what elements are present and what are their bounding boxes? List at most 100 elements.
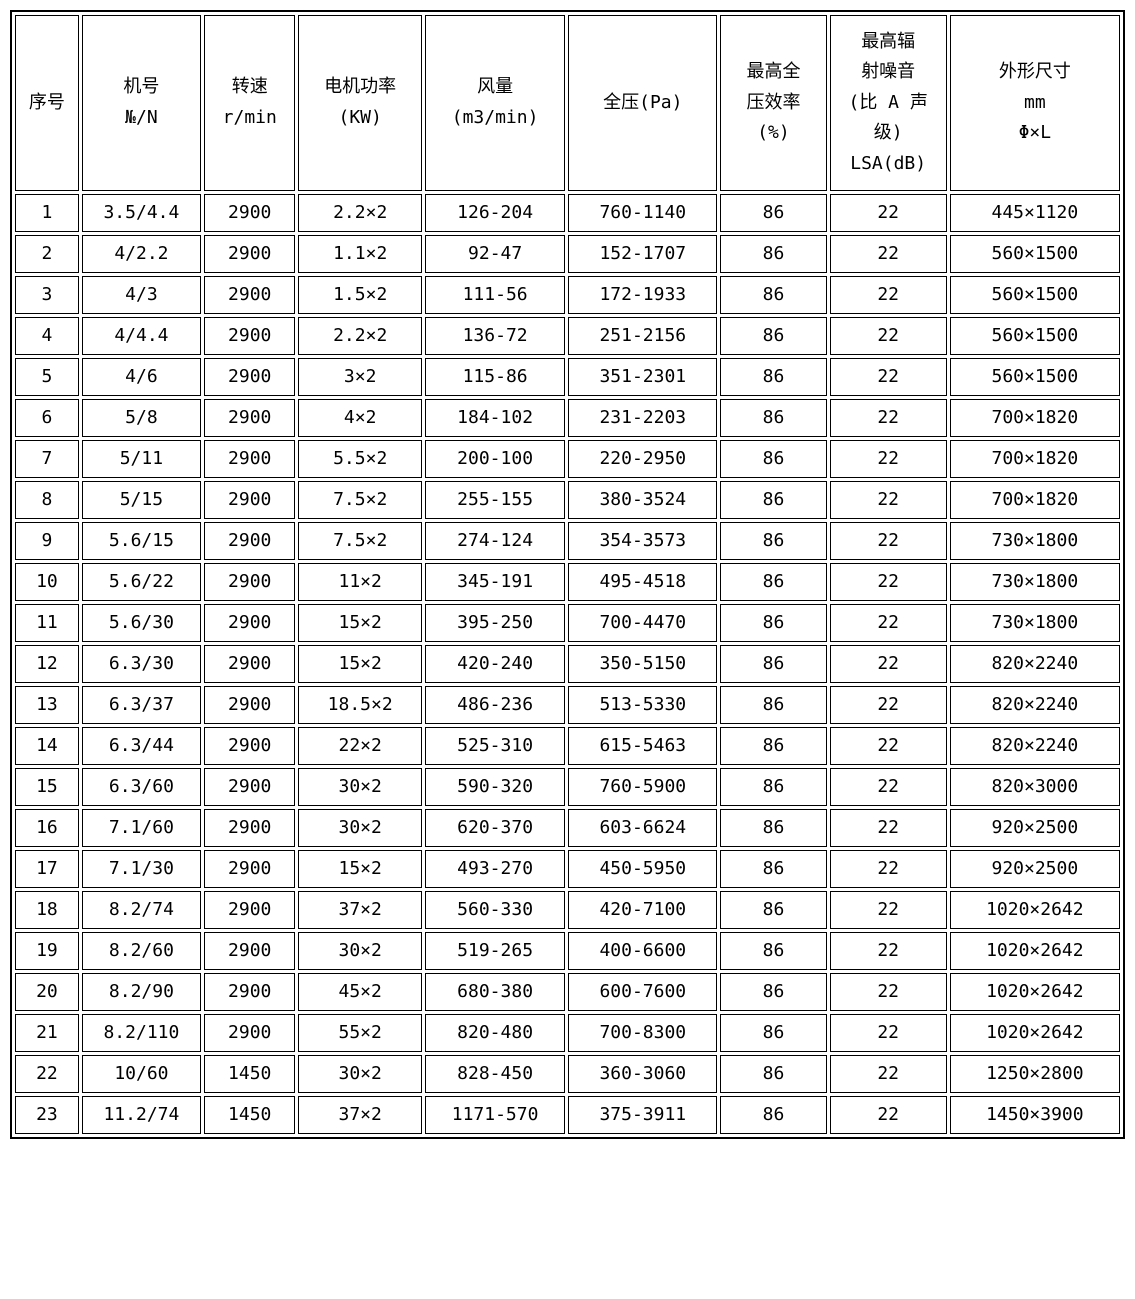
cell-speed: 1450 xyxy=(204,1096,296,1134)
cell-efficiency: 86 xyxy=(720,317,826,355)
cell-airflow: 590-320 xyxy=(425,768,565,806)
cell-efficiency: 86 xyxy=(720,563,826,601)
cell-efficiency: 86 xyxy=(720,727,826,765)
cell-speed: 2900 xyxy=(204,358,296,396)
cell-efficiency: 86 xyxy=(720,235,826,273)
cell-airflow: 274-124 xyxy=(425,522,565,560)
cell-pressure: 172-1933 xyxy=(568,276,717,314)
cell-model: 5.6/15 xyxy=(82,522,201,560)
cell-dimensions: 445×1120 xyxy=(950,194,1120,232)
cell-efficiency: 86 xyxy=(720,850,826,888)
col-header-dimensions: 外形尺寸mmΦ×L xyxy=(950,15,1120,191)
cell-power: 7.5×2 xyxy=(298,481,421,519)
cell-pressure: 350-5150 xyxy=(568,645,717,683)
cell-index: 20 xyxy=(15,973,79,1011)
cell-index: 22 xyxy=(15,1055,79,1093)
cell-power: 4×2 xyxy=(298,399,421,437)
cell-power: 37×2 xyxy=(298,891,421,929)
cell-dimensions: 1020×2642 xyxy=(950,891,1120,929)
table-row: 126.3/30290015×2420-240350-51508622820×2… xyxy=(15,645,1120,683)
cell-index: 11 xyxy=(15,604,79,642)
cell-dimensions: 820×2240 xyxy=(950,645,1120,683)
cell-model: 7.1/60 xyxy=(82,809,201,847)
cell-speed: 2900 xyxy=(204,440,296,478)
cell-pressure: 420-7100 xyxy=(568,891,717,929)
cell-index: 5 xyxy=(15,358,79,396)
table-row: 95.6/1529007.5×2274-124354-35738622730×1… xyxy=(15,522,1120,560)
cell-dimensions: 730×1800 xyxy=(950,522,1120,560)
col-header-model: 机号№/N xyxy=(82,15,201,191)
cell-noise: 22 xyxy=(830,686,947,724)
cell-noise: 22 xyxy=(830,1014,947,1052)
cell-pressure: 603-6624 xyxy=(568,809,717,847)
cell-index: 21 xyxy=(15,1014,79,1052)
cell-noise: 22 xyxy=(830,932,947,970)
col-header-power: 电机功率(KW) xyxy=(298,15,421,191)
table-row: 65/829004×2184-102231-22038622700×1820 xyxy=(15,399,1120,437)
cell-efficiency: 86 xyxy=(720,440,826,478)
cell-dimensions: 920×2500 xyxy=(950,850,1120,888)
cell-power: 30×2 xyxy=(298,809,421,847)
cell-speed: 2900 xyxy=(204,276,296,314)
cell-power: 45×2 xyxy=(298,973,421,1011)
cell-pressure: 251-2156 xyxy=(568,317,717,355)
table-row: 75/1129005.5×2200-100220-29508622700×182… xyxy=(15,440,1120,478)
cell-airflow: 680-380 xyxy=(425,973,565,1011)
cell-power: 30×2 xyxy=(298,1055,421,1093)
cell-index: 18 xyxy=(15,891,79,929)
cell-noise: 22 xyxy=(830,604,947,642)
cell-efficiency: 86 xyxy=(720,932,826,970)
cell-efficiency: 86 xyxy=(720,645,826,683)
cell-airflow: 184-102 xyxy=(425,399,565,437)
cell-power: 37×2 xyxy=(298,1096,421,1134)
cell-pressure: 375-3911 xyxy=(568,1096,717,1134)
cell-power: 1.5×2 xyxy=(298,276,421,314)
cell-noise: 22 xyxy=(830,1096,947,1134)
cell-index: 10 xyxy=(15,563,79,601)
cell-speed: 1450 xyxy=(204,1055,296,1093)
cell-airflow: 345-191 xyxy=(425,563,565,601)
cell-dimensions: 1020×2642 xyxy=(950,1014,1120,1052)
cell-index: 23 xyxy=(15,1096,79,1134)
spec-table: 序号 机号№/N 转速r/min 电机功率(KW) 风量(m3/min) 全压(… xyxy=(10,10,1125,1139)
cell-pressure: 220-2950 xyxy=(568,440,717,478)
cell-noise: 22 xyxy=(830,481,947,519)
cell-airflow: 828-450 xyxy=(425,1055,565,1093)
cell-efficiency: 86 xyxy=(720,194,826,232)
cell-pressure: 760-5900 xyxy=(568,768,717,806)
cell-dimensions: 560×1500 xyxy=(950,317,1120,355)
cell-index: 9 xyxy=(15,522,79,560)
col-header-index: 序号 xyxy=(15,15,79,191)
cell-speed: 2900 xyxy=(204,1014,296,1052)
cell-noise: 22 xyxy=(830,235,947,273)
cell-speed: 2900 xyxy=(204,727,296,765)
cell-model: 5/8 xyxy=(82,399,201,437)
cell-dimensions: 1250×2800 xyxy=(950,1055,1120,1093)
cell-index: 12 xyxy=(15,645,79,683)
cell-efficiency: 86 xyxy=(720,399,826,437)
cell-noise: 22 xyxy=(830,973,947,1011)
cell-noise: 22 xyxy=(830,440,947,478)
table-row: 156.3/60290030×2590-320760-59008622820×3… xyxy=(15,768,1120,806)
cell-power: 7.5×2 xyxy=(298,522,421,560)
cell-noise: 22 xyxy=(830,317,947,355)
cell-index: 17 xyxy=(15,850,79,888)
cell-noise: 22 xyxy=(830,522,947,560)
cell-power: 15×2 xyxy=(298,850,421,888)
table-row: 167.1/60290030×2620-370603-66248622920×2… xyxy=(15,809,1120,847)
cell-speed: 2900 xyxy=(204,686,296,724)
cell-speed: 2900 xyxy=(204,194,296,232)
cell-model: 4/6 xyxy=(82,358,201,396)
cell-airflow: 486-236 xyxy=(425,686,565,724)
cell-index: 13 xyxy=(15,686,79,724)
cell-index: 6 xyxy=(15,399,79,437)
table-row: 13.5/4.429002.2×2126-204760-11408622445×… xyxy=(15,194,1120,232)
cell-power: 30×2 xyxy=(298,768,421,806)
cell-power: 15×2 xyxy=(298,645,421,683)
cell-noise: 22 xyxy=(830,194,947,232)
cell-power: 3×2 xyxy=(298,358,421,396)
table-body: 13.5/4.429002.2×2126-204760-11408622445×… xyxy=(15,194,1120,1134)
cell-model: 10/60 xyxy=(82,1055,201,1093)
cell-dimensions: 730×1800 xyxy=(950,563,1120,601)
cell-speed: 2900 xyxy=(204,522,296,560)
